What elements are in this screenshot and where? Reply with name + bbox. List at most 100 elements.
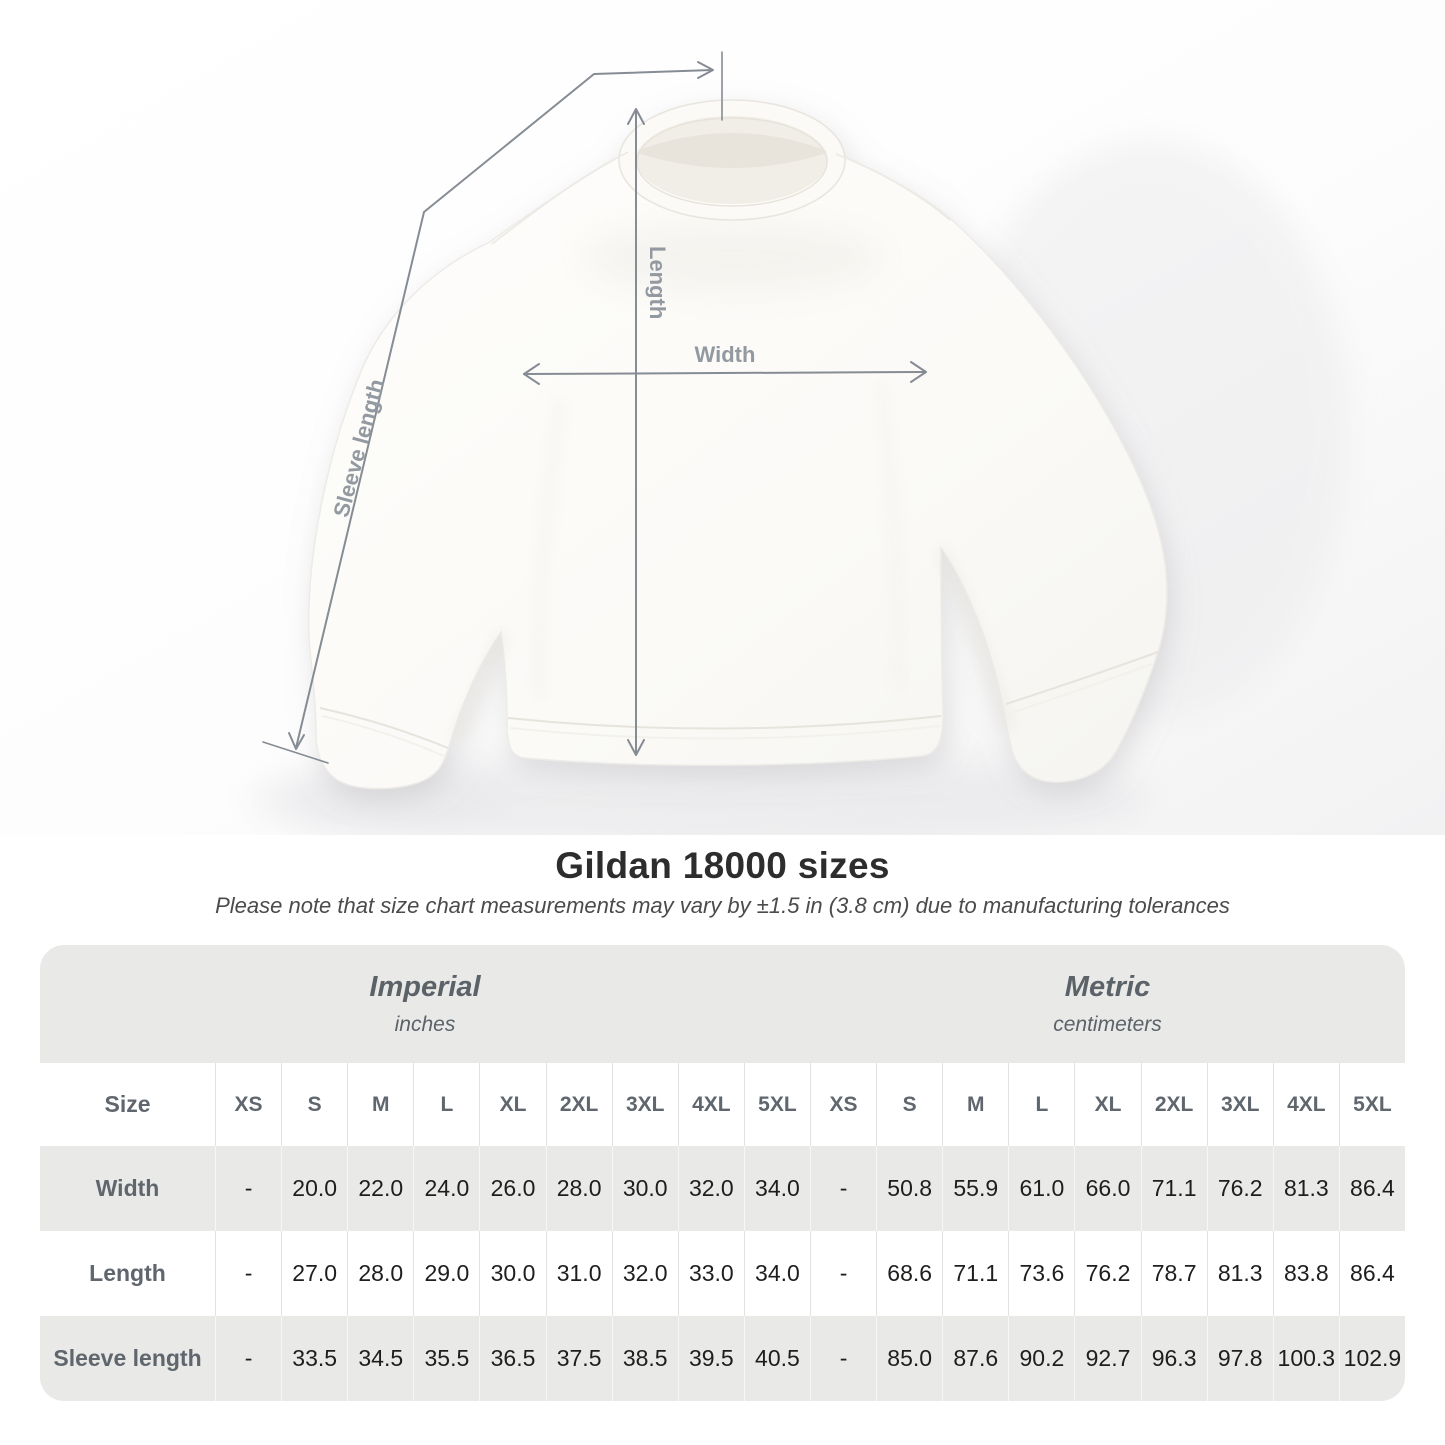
garment-floor-shadow [290,752,1150,835]
length-arrow [627,108,645,756]
size-column-metric: 3XL [1206,1063,1273,1146]
imperial-unit: inches [394,1013,456,1036]
value-cell-imperial: 27.0 [281,1231,347,1316]
value-cell-imperial: 22.0 [347,1146,413,1231]
size-column-metric: 2XL [1140,1063,1207,1146]
value-cell-metric: 68.6 [876,1231,942,1316]
imperial-title: Imperial [369,971,481,1003]
value-cell-imperial: 33.5 [281,1316,347,1401]
width-label: Width [695,342,756,367]
width-arrow [523,361,927,385]
value-cell-metric: 81.3 [1206,1231,1273,1316]
size-column-imperial: XS [215,1063,281,1146]
size-column-metric: 5XL [1338,1063,1405,1146]
value-cell-metric: 76.2 [1074,1231,1140,1316]
value-cell-metric: 100.3 [1272,1316,1339,1401]
value-cell-imperial: 31.0 [545,1231,612,1316]
size-header-row: Size XS S M L XL 2XL 3XL 4XL 5XL XS S M L XL 2XL 3XL 4XL 5… [40,1063,1405,1146]
size-column-imperial: 4XL [677,1063,744,1146]
row-label: Sleeve length [53,1345,202,1371]
size-column-metric: XL [1074,1063,1140,1146]
size-header-label: Size [104,1091,151,1117]
value-cell-imperial: 36.5 [479,1316,545,1401]
metric-header: Metric centimeters [810,945,1405,1063]
value-cell-metric: 86.4 [1338,1146,1405,1231]
table-rows: Width -20.0 22.0 24.0 26.0 28.0 30.0 32.0 34.0-5… [40,1146,1405,1401]
value-cell-metric: 92.7 [1074,1316,1140,1401]
size-column-metric: XS [810,1063,876,1146]
size-column-imperial: 5XL [743,1063,810,1146]
value-cell-metric: 66.0 [1074,1146,1140,1231]
value-cell-metric: 71.1 [1140,1146,1207,1231]
size-table: Imperial inches Metric centimeters Size X… [40,945,1405,1401]
size-column-metric: S [876,1063,942,1146]
size-column-imperial: XL [479,1063,545,1146]
size-column-imperial: S [281,1063,347,1146]
value-cell-imperial: 30.0 [479,1231,545,1316]
left-cuff-seam [319,707,449,749]
value-cell-metric: 97.8 [1206,1316,1273,1401]
size-column-imperial: 2XL [545,1063,612,1146]
waistband-seam [507,715,942,730]
size-column-metric: 4XL [1272,1063,1339,1146]
value-cell-imperial: 34.0 [743,1146,810,1231]
value-cell-imperial: 32.0 [611,1231,678,1316]
value-cell-imperial: 33.0 [677,1231,744,1316]
table-row: Sleeve length -33.5 34.5 35.5 36.5 37.5 38.5 39… [40,1316,1405,1401]
size-column-metric: L [1008,1063,1074,1146]
value-cell-metric: 87.6 [942,1316,1008,1401]
sweatshirt-illustration [307,99,1168,790]
size-column-imperial: 3XL [611,1063,678,1146]
value-cell-imperial: 20.0 [281,1146,347,1231]
value-cell-metric: 76.2 [1206,1146,1273,1231]
value-cell-metric: - [810,1231,876,1316]
value-cell-metric: 71.1 [942,1231,1008,1316]
length-label: Length [645,246,670,319]
row-label: Width [95,1175,160,1201]
value-cell-metric: - [810,1146,876,1231]
value-cell-metric: 61.0 [1008,1146,1074,1231]
table-row: Length -27.0 28.0 29.0 30.0 31.0 32.0 33.0 34.0-… [40,1231,1405,1316]
size-column-imperial: L [413,1063,479,1146]
value-cell-metric: 83.8 [1272,1231,1339,1316]
value-cell-imperial: 34.5 [347,1316,413,1401]
value-cell-imperial: - [215,1316,281,1401]
value-cell-metric: 102.9 [1338,1316,1405,1401]
value-cell-imperial: 39.5 [677,1316,744,1401]
size-column-metric: M [942,1063,1008,1146]
collar-band [620,100,844,220]
value-cell-imperial: 28.0 [347,1231,413,1316]
value-cell-imperial: 26.0 [479,1146,545,1231]
row-label: Length [89,1260,166,1286]
value-cell-imperial: 29.0 [413,1231,479,1316]
metric-unit: centimeters [1053,1013,1162,1036]
right-cuff-seam [1005,651,1159,705]
value-cell-metric: 55.9 [942,1146,1008,1231]
value-cell-imperial: 40.5 [743,1316,810,1401]
page-subtitle: Please note that size chart measurements… [215,893,1230,918]
value-cell-metric: 90.2 [1008,1316,1074,1401]
cuff-floor-shadow [250,766,510,834]
value-cell-imperial: 37.5 [545,1316,612,1401]
value-cell-imperial: 38.5 [611,1316,678,1401]
value-cell-metric: 81.3 [1272,1146,1339,1231]
value-cell-imperial: 28.0 [545,1146,612,1231]
value-cell-metric: 73.6 [1008,1231,1074,1316]
table-row: Width -20.0 22.0 24.0 26.0 28.0 30.0 32.0 34.0-5… [40,1146,1405,1231]
metric-title: Metric [1064,971,1151,1003]
value-cell-imperial: 32.0 [677,1146,744,1231]
value-cell-metric: 86.4 [1338,1231,1405,1316]
sleeve-length-arrow [262,51,723,764]
value-cell-imperial: - [215,1231,281,1316]
size-column-imperial: M [347,1063,413,1146]
value-cell-metric: 50.8 [876,1146,942,1231]
value-cell-metric: 85.0 [876,1316,942,1401]
value-cell-imperial: 34.0 [743,1231,810,1316]
value-cell-imperial: 30.0 [611,1146,678,1231]
sweatshirt-diagram: Width Length Sleeve length [0,0,1445,835]
unit-band: Imperial inches Metric centimeters [40,945,1405,1063]
value-cell-metric: 78.7 [1140,1231,1207,1316]
value-cell-imperial: 24.0 [413,1146,479,1231]
imperial-header: Imperial inches [40,945,810,1063]
value-cell-imperial: - [215,1146,281,1231]
